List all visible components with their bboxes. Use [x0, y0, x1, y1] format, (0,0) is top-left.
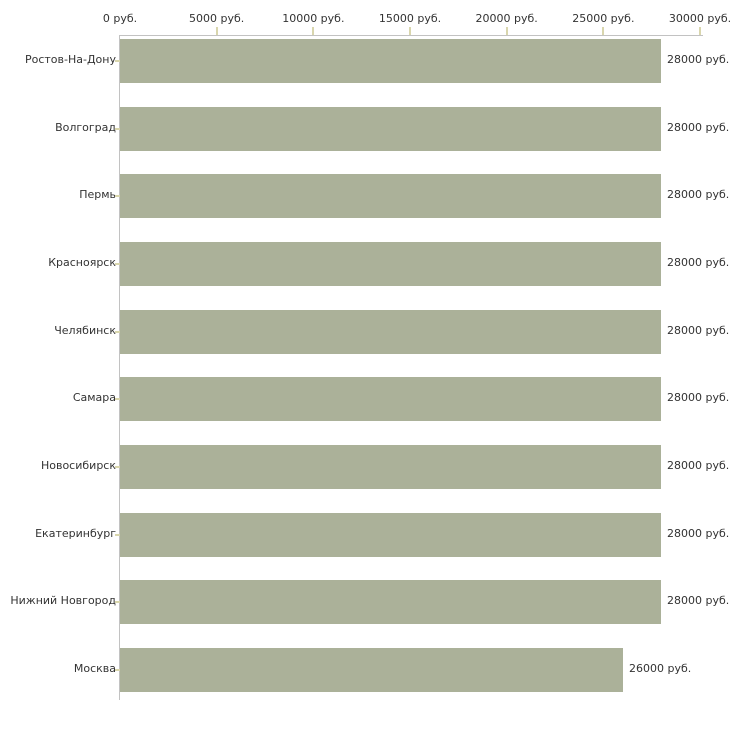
bar: [120, 445, 661, 489]
x-axis-tick-label: 10000 руб.: [282, 12, 345, 25]
y-axis-tick-mark: [115, 669, 123, 671]
y-axis-tick-mark: [115, 128, 123, 130]
value-label: 28000 руб.: [667, 256, 730, 269]
bar: [120, 513, 661, 557]
y-axis-line: [119, 35, 120, 700]
bar: [120, 39, 661, 83]
x-axis-tick-label: 0 руб.: [102, 12, 138, 25]
bar: [120, 648, 623, 692]
category-label: Екатеринбург: [35, 527, 116, 540]
value-label: 28000 руб.: [667, 594, 730, 607]
x-axis-tick-mark: [602, 27, 605, 35]
y-axis-tick-mark: [115, 398, 123, 400]
value-label: 28000 руб.: [667, 459, 730, 472]
x-axis-tick-mark: [505, 27, 508, 35]
bar: [120, 242, 661, 286]
category-label: Самара: [72, 391, 116, 404]
y-axis-tick-mark: [115, 60, 123, 62]
bar: [120, 377, 661, 421]
value-label: 28000 руб.: [667, 324, 730, 337]
category-label: Челябинск: [54, 324, 116, 337]
category-label: Новосибирск: [40, 459, 116, 472]
x-axis-tick-mark: [312, 27, 315, 35]
category-label: Нижний Новгород: [10, 594, 116, 607]
x-axis-tick-label: 20000 руб.: [475, 12, 538, 25]
bar: [120, 310, 661, 354]
category-label: Волгоград: [55, 121, 116, 134]
value-label: 28000 руб.: [667, 53, 730, 66]
category-label: Ростов-На-Дону: [24, 53, 116, 66]
x-axis-tick-label: 15000 руб.: [378, 12, 442, 25]
y-axis-tick-mark: [115, 195, 123, 197]
x-axis-tick-label: 30000 руб.: [668, 12, 730, 25]
bar: [120, 174, 661, 218]
value-label: 28000 руб.: [667, 527, 730, 540]
bar: [120, 580, 661, 624]
y-axis-tick-mark: [115, 263, 123, 265]
y-axis-tick-mark: [115, 331, 123, 333]
y-axis-tick-mark: [115, 601, 123, 603]
x-axis-tick-label: 25000 руб.: [572, 12, 635, 25]
x-axis-tick-mark: [699, 27, 701, 35]
bar: [120, 107, 661, 151]
category-label: Москва: [73, 662, 116, 675]
x-axis-tick-mark: [409, 27, 411, 35]
x-axis-line: [119, 35, 703, 36]
value-label: 28000 руб.: [667, 121, 730, 134]
category-label: Красноярск: [48, 256, 116, 269]
value-label: 28000 руб.: [667, 188, 730, 201]
x-axis-tick-label: 5000 руб.: [189, 12, 245, 25]
y-axis-tick-mark: [115, 466, 123, 468]
value-label: 28000 руб.: [667, 391, 730, 404]
category-label: Пермь: [79, 188, 116, 201]
y-axis-tick-mark: [115, 534, 123, 536]
x-axis-tick-mark: [215, 27, 218, 35]
value-label: 26000 руб.: [629, 662, 692, 675]
